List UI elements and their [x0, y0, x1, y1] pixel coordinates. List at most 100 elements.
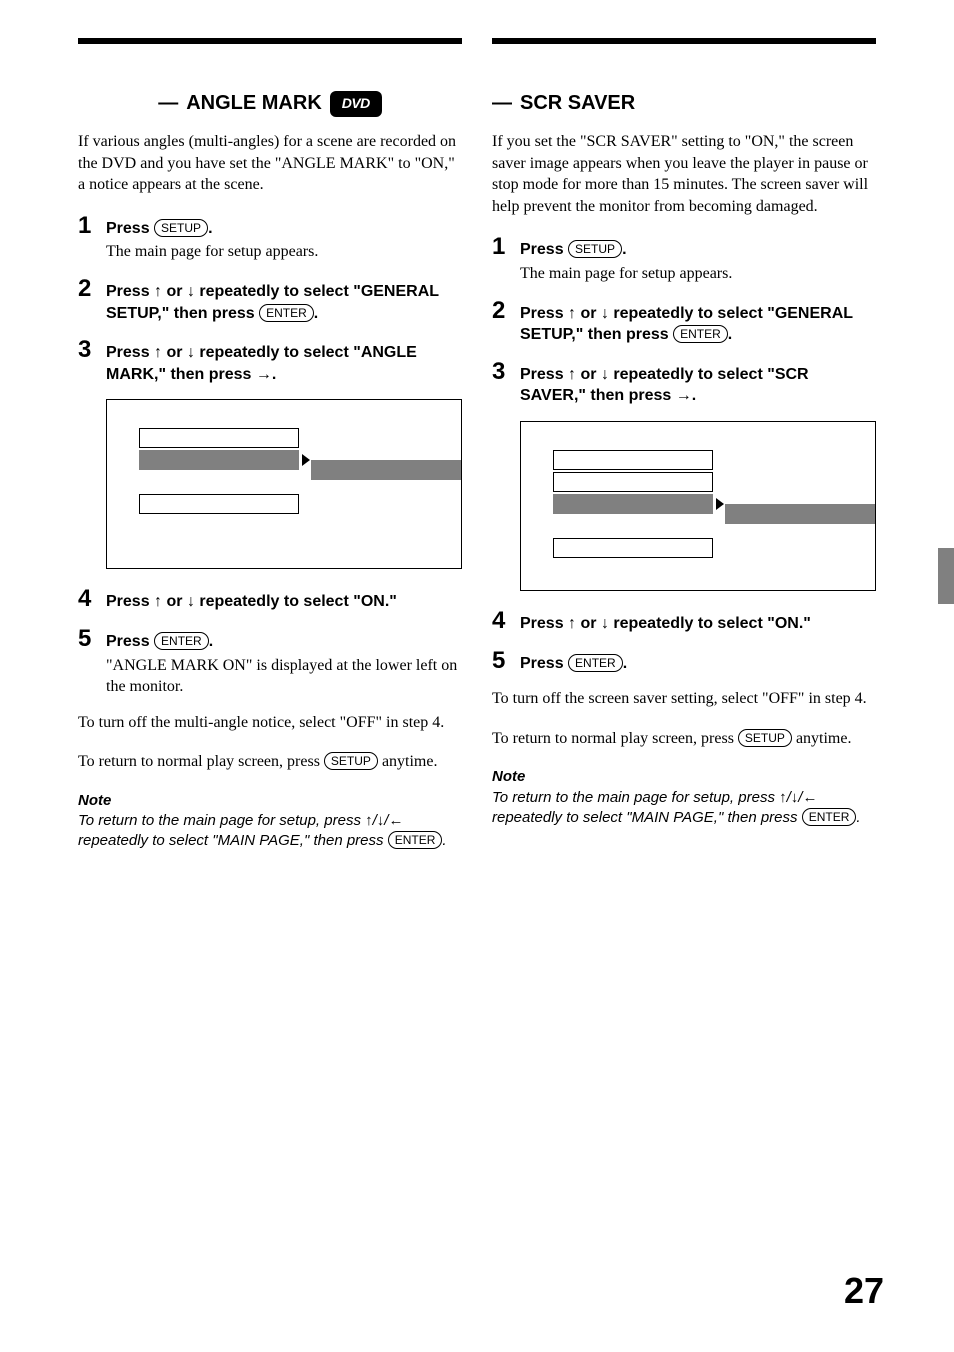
- right-after-2: To return to normal play screen, press S…: [492, 728, 876, 750]
- t: repeatedly to select "MAIN PAGE," then p…: [78, 832, 388, 849]
- up-arrow-icon: ↑: [154, 593, 162, 610]
- triangle-icon: [716, 498, 724, 510]
- triangle-icon: [302, 454, 310, 466]
- top-rule-bars: [78, 38, 876, 44]
- right-heading: SCR SAVER: [520, 90, 635, 117]
- up-arrow-icon: ↑: [154, 344, 162, 361]
- down-arrow-icon: ↓: [187, 283, 195, 300]
- t: Press: [520, 655, 568, 672]
- left-heading-prefix: —: [158, 90, 178, 117]
- t: .: [209, 633, 213, 650]
- diagram-row: [553, 538, 713, 558]
- left-column: — ANGLE MARK DVD If various angles (mult…: [78, 90, 462, 852]
- step-number: 2: [78, 277, 96, 324]
- setup-pill: SETUP: [738, 729, 792, 747]
- left-after-2: To return to normal play screen, press S…: [78, 751, 462, 773]
- step-number: 2: [492, 299, 510, 346]
- left-arrow-icon: ←: [802, 789, 817, 806]
- t: anytime.: [378, 753, 438, 770]
- up-arrow-icon: ↑: [568, 305, 576, 322]
- t: Press: [106, 633, 154, 650]
- setup-pill: SETUP: [154, 219, 208, 237]
- t: To return to normal play screen, press: [78, 753, 324, 770]
- left-menu-diagram: [106, 399, 462, 569]
- step-number: 5: [492, 649, 510, 675]
- t: repeatedly to select "MAIN PAGE," then p…: [492, 809, 802, 826]
- diagram-submenu: [311, 460, 461, 480]
- step-sub: "ANGLE MARK ON" is displayed at the lowe…: [106, 655, 462, 698]
- left-note-head: Note: [78, 791, 462, 811]
- t: Press: [106, 220, 154, 237]
- step-number: 3: [78, 338, 96, 385]
- enter-pill: ENTER: [259, 304, 314, 322]
- right-arrow-icon: →: [256, 366, 272, 383]
- right-step-1: 1 Press SETUP. The main page for setup a…: [492, 235, 876, 284]
- diagram-submenu: [725, 504, 875, 524]
- t: or: [576, 615, 601, 632]
- enter-pill: ENTER: [154, 632, 209, 650]
- down-arrow-icon: ↓: [187, 593, 195, 610]
- t: Press: [520, 366, 568, 383]
- t: To return to normal play screen, press: [492, 730, 738, 747]
- t: Press: [520, 305, 568, 322]
- left-step-3: 3 Press ↑ or ↓ repeatedly to select "ANG…: [78, 338, 462, 385]
- t: or: [162, 283, 187, 300]
- t: .: [442, 832, 446, 849]
- left-note-body: To return to the main page for setup, pr…: [78, 811, 462, 852]
- step-text: Press ENTER.: [106, 631, 462, 653]
- down-arrow-icon: ↓: [601, 366, 609, 383]
- enter-pill: ENTER: [568, 654, 623, 672]
- t: To return to the main page for setup, pr…: [492, 789, 779, 806]
- t: repeatedly to select "ON.": [609, 615, 811, 632]
- t: .: [208, 220, 212, 237]
- left-intro: If various angles (multi-angles) for a s…: [78, 131, 462, 196]
- diagram-row: [553, 450, 713, 470]
- setup-pill: SETUP: [324, 752, 378, 770]
- t: or: [576, 366, 601, 383]
- step-text: Press SETUP.: [520, 239, 876, 261]
- t: Press: [106, 344, 154, 361]
- t: Press: [520, 615, 568, 632]
- enter-pill: ENTER: [673, 325, 728, 343]
- t: Press: [106, 283, 154, 300]
- diagram-row: [553, 472, 713, 492]
- right-step-5: 5 Press ENTER.: [492, 649, 876, 675]
- down-arrow-icon: ↓: [601, 305, 609, 322]
- t: .: [692, 387, 696, 404]
- right-menu-diagram: [520, 421, 876, 591]
- step-text: Press ↑ or ↓ repeatedly to select "GENER…: [106, 281, 462, 324]
- t: .: [728, 326, 732, 343]
- diagram-row: [139, 428, 299, 448]
- left-step-1: 1 Press SETUP. The main page for setup a…: [78, 214, 462, 263]
- left-step-5: 5 Press ENTER. "ANGLE MARK ON" is displa…: [78, 627, 462, 698]
- step-number: 3: [492, 360, 510, 407]
- step-number: 5: [78, 627, 96, 698]
- t: or: [576, 305, 601, 322]
- left-heading: ANGLE MARK: [186, 90, 322, 117]
- up-arrow-icon: ↑: [779, 789, 787, 806]
- diagram-row-selected: [139, 450, 299, 470]
- t: or: [162, 593, 187, 610]
- step-text: Press ↑ or ↓ repeatedly to select "ANGLE…: [106, 342, 462, 385]
- step-text: Press ↑ or ↓ repeatedly to select "ON.": [106, 591, 462, 613]
- right-arrow-icon: →: [676, 387, 692, 404]
- up-arrow-icon: ↑: [365, 812, 373, 829]
- left-step-2: 2 Press ↑ or ↓ repeatedly to select "GEN…: [78, 277, 462, 324]
- step-text: Press ↑ or ↓ repeatedly to select "SCR S…: [520, 364, 876, 407]
- up-arrow-icon: ↑: [568, 615, 576, 632]
- top-bar-left: [78, 38, 462, 44]
- side-tab: [938, 548, 954, 604]
- diagram-row-selected: [553, 494, 713, 514]
- right-step-2: 2 Press ↑ or ↓ repeatedly to select "GEN…: [492, 299, 876, 346]
- t: .: [622, 241, 626, 258]
- t: Press: [106, 593, 154, 610]
- diagram-row: [139, 494, 299, 514]
- step-sub: The main page for setup appears.: [106, 241, 462, 263]
- t: .: [856, 809, 860, 826]
- dvd-icon: DVD: [330, 91, 382, 117]
- right-note-head: Note: [492, 767, 876, 787]
- step-number: 1: [78, 214, 96, 263]
- left-after-1: To turn off the multi-angle notice, sele…: [78, 712, 462, 734]
- right-after-1: To turn off the screen saver setting, se…: [492, 688, 876, 710]
- right-step-3: 3 Press ↑ or ↓ repeatedly to select "SCR…: [492, 360, 876, 407]
